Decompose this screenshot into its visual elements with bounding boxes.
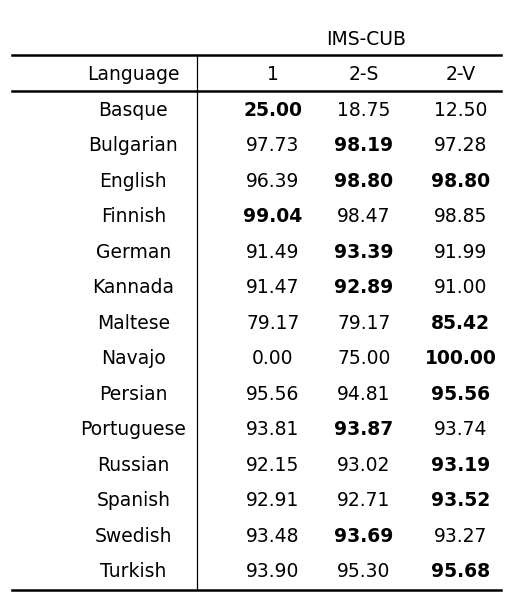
Text: Bulgarian: Bulgarian	[88, 136, 178, 155]
Text: 93.81: 93.81	[245, 421, 299, 439]
Text: 79.17: 79.17	[337, 314, 390, 333]
Text: Kannada: Kannada	[92, 278, 174, 297]
Text: 93.52: 93.52	[430, 491, 489, 510]
Text: Finnish: Finnish	[100, 207, 165, 226]
Text: 98.80: 98.80	[334, 171, 393, 191]
Text: 92.89: 92.89	[334, 278, 393, 297]
Text: Basque: Basque	[98, 101, 168, 119]
Text: German: German	[96, 242, 171, 262]
Text: 93.02: 93.02	[337, 456, 390, 475]
Text: 95.56: 95.56	[245, 385, 299, 404]
Text: 91.47: 91.47	[245, 278, 299, 297]
Text: Russian: Russian	[97, 456, 169, 475]
Text: 93.69: 93.69	[334, 527, 393, 546]
Text: 97.28: 97.28	[433, 136, 486, 155]
Text: 98.19: 98.19	[334, 136, 393, 155]
Text: 18.75: 18.75	[337, 101, 390, 119]
Text: 93.27: 93.27	[433, 527, 486, 546]
Text: 99.04: 99.04	[243, 207, 302, 226]
Text: 92.71: 92.71	[337, 491, 390, 510]
Text: 91.49: 91.49	[245, 242, 299, 262]
Text: 0.00: 0.00	[251, 349, 293, 368]
Text: 94.81: 94.81	[336, 385, 390, 404]
Text: 96.39: 96.39	[245, 171, 299, 191]
Text: 2-S: 2-S	[348, 65, 379, 84]
Text: IMS-CUB: IMS-CUB	[325, 30, 405, 48]
Text: Persian: Persian	[99, 385, 167, 404]
Text: 91.99: 91.99	[433, 242, 486, 262]
Text: 98.85: 98.85	[433, 207, 486, 226]
Text: 93.39: 93.39	[333, 242, 393, 262]
Text: English: English	[99, 171, 167, 191]
Text: 12.50: 12.50	[433, 101, 486, 119]
Text: 91.00: 91.00	[433, 278, 486, 297]
Text: 92.15: 92.15	[245, 456, 299, 475]
Text: 95.30: 95.30	[337, 562, 390, 581]
Text: 95.68: 95.68	[430, 562, 489, 581]
Text: 93.90: 93.90	[245, 562, 299, 581]
Text: Maltese: Maltese	[97, 314, 169, 333]
Text: Language: Language	[87, 65, 179, 84]
Text: 100.00: 100.00	[423, 349, 495, 368]
Text: Swedish: Swedish	[94, 527, 172, 546]
Text: 98.80: 98.80	[430, 171, 489, 191]
Text: 93.48: 93.48	[245, 527, 299, 546]
Text: Portuguese: Portuguese	[80, 421, 186, 439]
Text: 98.47: 98.47	[336, 207, 390, 226]
Text: 93.87: 93.87	[334, 421, 393, 439]
Text: 85.42: 85.42	[430, 314, 489, 333]
Text: 93.19: 93.19	[430, 456, 489, 475]
Text: 25.00: 25.00	[243, 101, 302, 119]
Text: 92.91: 92.91	[245, 491, 299, 510]
Text: Turkish: Turkish	[100, 562, 166, 581]
Text: 2-V: 2-V	[444, 65, 474, 84]
Text: 97.73: 97.73	[245, 136, 299, 155]
Text: Navajo: Navajo	[101, 349, 165, 368]
Text: 1: 1	[266, 65, 278, 84]
Text: 93.74: 93.74	[433, 421, 486, 439]
Text: 75.00: 75.00	[337, 349, 390, 368]
Text: Spanish: Spanish	[96, 491, 170, 510]
Text: 79.17: 79.17	[245, 314, 299, 333]
Text: 95.56: 95.56	[430, 385, 489, 404]
